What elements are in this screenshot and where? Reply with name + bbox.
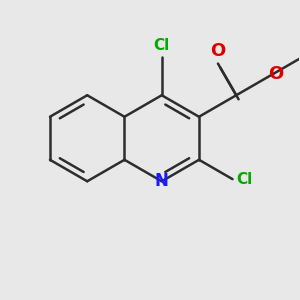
- Text: O: O: [210, 43, 226, 61]
- Text: Cl: Cl: [154, 38, 170, 53]
- Text: N: N: [155, 172, 169, 190]
- Text: Cl: Cl: [236, 172, 253, 187]
- Text: O: O: [268, 65, 283, 83]
